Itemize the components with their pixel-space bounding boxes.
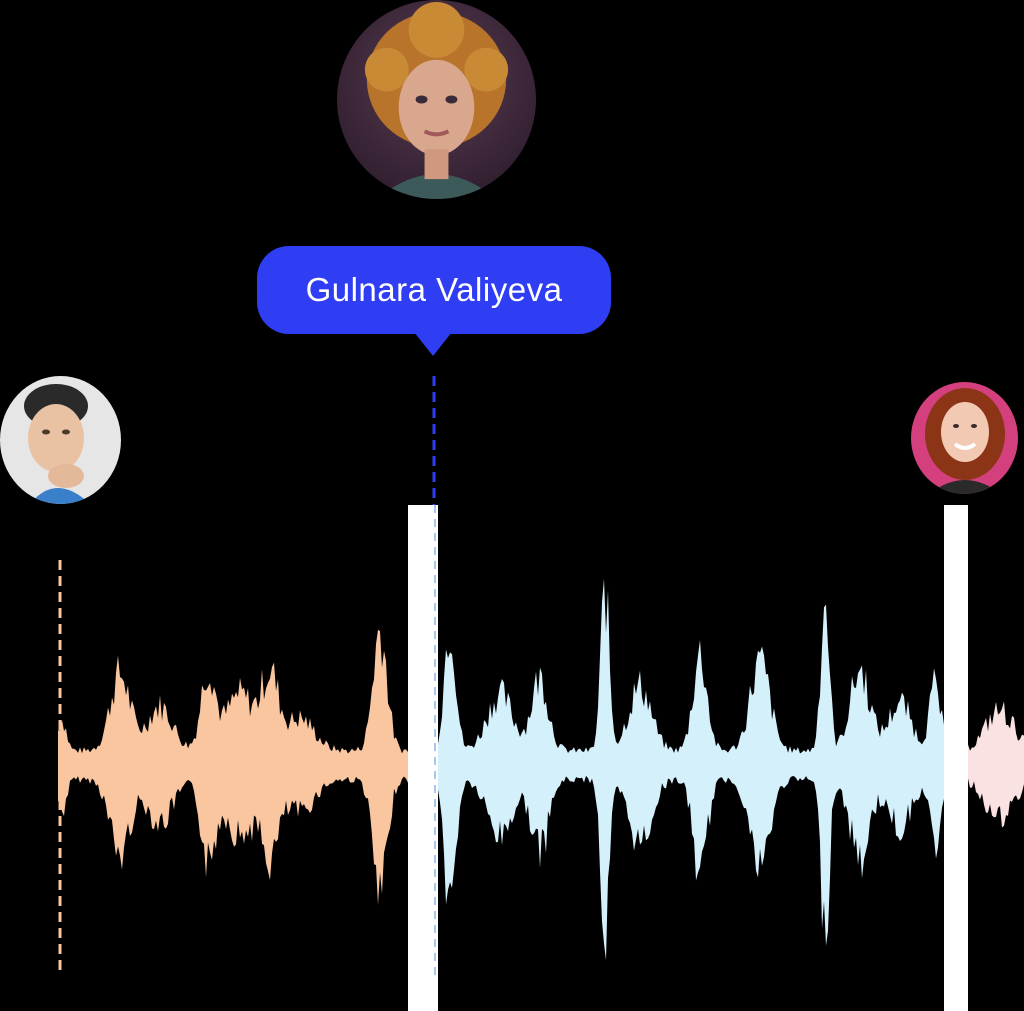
speaker-avatar-left[interactable] bbox=[0, 376, 121, 504]
wave-right-shape bbox=[968, 701, 1024, 828]
waveform-segment-left bbox=[58, 629, 412, 906]
segment-separator-left[interactable] bbox=[408, 505, 438, 1011]
speaker-name-tooltip: Gulnara Valiyeva bbox=[257, 246, 611, 334]
speaker-name-label: Gulnara Valiyeva bbox=[305, 271, 563, 308]
waveform-segment-center bbox=[438, 578, 944, 961]
segment-separator-right[interactable] bbox=[944, 505, 968, 1011]
speaker-avatar-right[interactable] bbox=[911, 382, 1018, 494]
speaker-avatar-center[interactable] bbox=[337, 0, 536, 199]
tooltip-pointer bbox=[414, 332, 452, 356]
wave-left-shape bbox=[58, 629, 412, 906]
portrait-icon bbox=[911, 382, 1018, 494]
portrait-icon bbox=[337, 0, 536, 199]
waveform-segment-right bbox=[968, 701, 1024, 828]
wave-center-shape bbox=[438, 578, 944, 961]
portrait-icon bbox=[0, 376, 121, 504]
